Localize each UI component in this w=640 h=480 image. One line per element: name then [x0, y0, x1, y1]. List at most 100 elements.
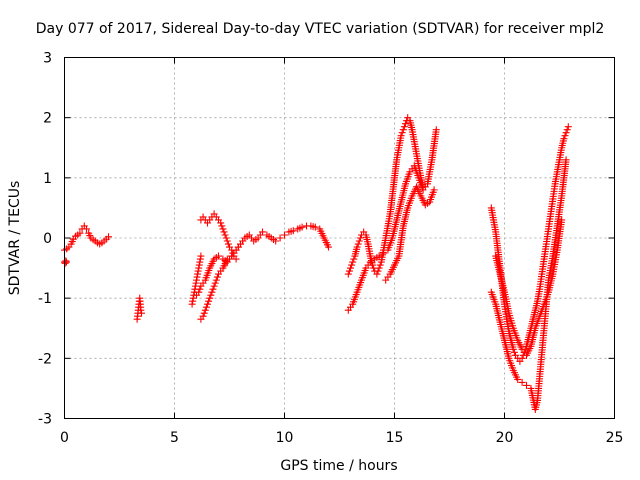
- data-point: [213, 273, 221, 281]
- data-point: [195, 288, 203, 296]
- data-point: [344, 270, 352, 278]
- data-point: [376, 261, 384, 269]
- data-point: [348, 261, 356, 269]
- x-tick-label: 15: [386, 430, 404, 446]
- data-point: [212, 276, 220, 284]
- data-point: [400, 123, 408, 131]
- y-tick-label: 1: [43, 171, 52, 187]
- data-point: [397, 132, 405, 140]
- y-tick-label: 2: [43, 111, 52, 127]
- x-tick-label: 5: [170, 430, 179, 446]
- y-tick-label: 3: [43, 51, 52, 67]
- data-point: [83, 225, 90, 233]
- data-point: [217, 219, 225, 227]
- data-point: [298, 223, 306, 231]
- data-point: [137, 306, 145, 314]
- data-points: [61, 114, 572, 413]
- data-point: [272, 237, 280, 245]
- data-point: [325, 243, 332, 251]
- data-point: [281, 231, 288, 239]
- data-point: [208, 288, 216, 296]
- data-point: [375, 264, 383, 272]
- data-point: [374, 267, 382, 275]
- data-point: [349, 258, 357, 266]
- data-point: [105, 233, 112, 241]
- data-point: [510, 348, 518, 356]
- data-point: [355, 237, 363, 245]
- data-point: [398, 129, 406, 137]
- x-axis-label: GPS time / hours: [280, 458, 397, 474]
- data-point: [375, 252, 383, 260]
- data-point: [224, 240, 232, 248]
- x-tick-label: 10: [276, 430, 294, 446]
- data-point: [62, 257, 70, 265]
- data-point: [209, 285, 217, 293]
- data-point: [221, 231, 229, 239]
- y-tick-label: -3: [38, 412, 52, 428]
- data-point: [564, 123, 572, 131]
- data-point: [210, 282, 218, 290]
- data-point: [514, 375, 522, 383]
- y-tick-label: -1: [38, 291, 52, 307]
- data-point: [402, 120, 409, 128]
- data-point: [207, 291, 215, 299]
- data-point: [199, 312, 207, 320]
- x-tick-label: 20: [496, 430, 514, 446]
- data-point: [562, 129, 570, 137]
- data-point: [561, 132, 569, 140]
- data-point: [138, 309, 145, 317]
- data-point: [350, 255, 358, 263]
- data-point: [241, 234, 249, 242]
- data-point: [215, 252, 222, 260]
- data-point: [76, 229, 84, 237]
- data-point: [518, 354, 526, 362]
- data-point: [220, 228, 228, 236]
- data-point: [518, 378, 526, 386]
- data-point: [430, 186, 438, 194]
- y-tick-label: 0: [43, 231, 52, 247]
- data-point: [509, 345, 517, 353]
- data-point: [200, 309, 208, 317]
- x-tick-label: 0: [60, 430, 69, 446]
- data-point: [373, 270, 381, 278]
- chart-title: Day 077 of 2017, Sidereal Day-to-day VTE…: [36, 21, 605, 37]
- data-point: [223, 237, 231, 245]
- data-point: [345, 267, 353, 275]
- data-point: [204, 300, 211, 308]
- data-point: [196, 285, 204, 293]
- data-point: [197, 252, 205, 260]
- data-point: [289, 227, 297, 235]
- data-point: [219, 225, 227, 233]
- data-point: [232, 255, 240, 263]
- data-point: [562, 156, 570, 164]
- data-point: [259, 228, 266, 236]
- data-point: [563, 126, 571, 134]
- data-point: [347, 264, 354, 272]
- data-point: [560, 135, 568, 143]
- data-point: [353, 243, 361, 251]
- data-point: [432, 126, 440, 134]
- data-point: [218, 222, 226, 230]
- data-point: [211, 279, 219, 287]
- data-point: [558, 216, 566, 224]
- grid-lines: [64, 57, 615, 419]
- axis-ticks: [64, 57, 615, 419]
- x-tick-label: 25: [606, 430, 624, 446]
- data-point: [276, 234, 284, 242]
- data-point: [202, 303, 210, 311]
- data-point: [356, 234, 364, 242]
- data-point: [311, 223, 319, 231]
- data-point: [523, 381, 530, 389]
- data-point: [205, 297, 213, 305]
- data-point: [201, 306, 209, 314]
- data-point: [206, 294, 214, 302]
- data-point: [222, 234, 230, 242]
- y-axis-label: SDTVAR / TECUs: [7, 181, 23, 296]
- data-point: [366, 258, 374, 266]
- tick-labels: 0 5 10 15 20 25 -3 -2 -1 0 1 2 3: [38, 51, 623, 447]
- data-point: [399, 126, 407, 134]
- data-point: [380, 249, 387, 257]
- y-tick-label: -2: [38, 351, 52, 367]
- data-point: [354, 240, 362, 248]
